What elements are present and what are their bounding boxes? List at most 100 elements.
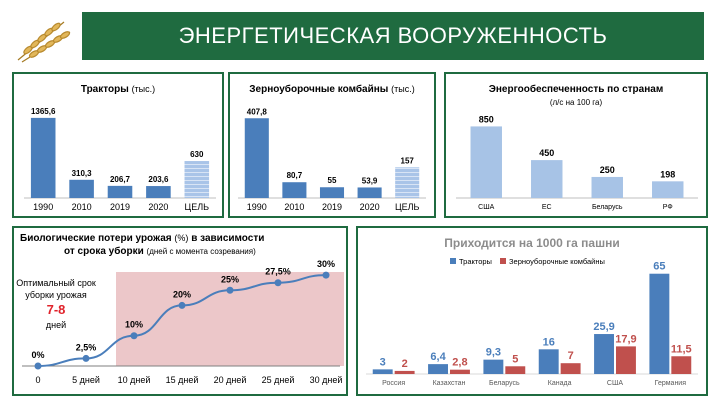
x-tick-label: Канада (548, 380, 572, 387)
x-tick-label: 0 (35, 375, 40, 385)
annotation-value: 7-8 (47, 302, 66, 317)
bar (616, 346, 636, 374)
x-tick-label: 2020 (360, 202, 380, 212)
bar-value-label: 6,4 (430, 351, 446, 363)
tractors-panel: Тракторы (тыс.) 1365,6 1990 310,3 2010 206,7… (12, 72, 224, 218)
x-tick-label: 25 дней (262, 375, 295, 385)
energy-panel: Энергообеспеченность по странам (л/с на … (444, 72, 708, 218)
x-tick-label: 2019 (110, 202, 130, 212)
x-tick-label: США (607, 380, 623, 387)
footer-text-fragment (0, 404, 720, 414)
bar-value-label: 2 (402, 358, 408, 370)
bar-value-label: 157 (401, 156, 415, 165)
combines-chart: 407,8 1990 80,7 2010 55 2019 53,9 2020 157 ЦЕЛЬ (238, 107, 426, 212)
data-point (226, 286, 234, 294)
tractors-title: Тракторы (тыс.) (80, 84, 156, 95)
point-label: 2,5% (76, 342, 97, 352)
bar (69, 179, 94, 198)
bar-value-label: 1365,6 (31, 107, 56, 116)
bar (372, 369, 393, 374)
bar (146, 186, 171, 198)
bar-value-label: 310,3 (72, 169, 93, 178)
bar (505, 366, 526, 374)
data-point (82, 354, 90, 362)
x-tick-label: 2010 (284, 202, 304, 212)
bar (538, 349, 559, 374)
x-tick-label: Беларусь (489, 380, 520, 387)
bar-value-label: 65 (653, 261, 665, 273)
bar-value-label: 203,6 (148, 175, 169, 184)
data-point (130, 332, 138, 340)
data-point (178, 301, 186, 309)
combines-panel: Зерноуборочные комбайны (тыс.) 407,8 1990… (228, 72, 436, 218)
point-label: 0% (31, 350, 44, 360)
bar-value-label: 2,8 (452, 357, 467, 369)
data-point (322, 271, 330, 279)
x-tick-label: 1990 (33, 202, 53, 212)
energy-chart: 850 США 450 ЕС 250 Беларусь 198 РФ (456, 114, 698, 211)
bar-value-label: 407,8 (247, 107, 268, 116)
x-tick-label: ЕС (542, 204, 552, 211)
point-label: 25% (221, 274, 239, 284)
bar (107, 185, 133, 198)
energy-subtitle: (л/с на 100 га) (549, 98, 603, 107)
page-title: ЭНЕРГЕТИЧЕСКАЯ ВООРУЖЕННОСТЬ (82, 12, 704, 60)
bar-value-label: 25,9 (593, 321, 614, 333)
annotation-line2: уборки урожая (25, 290, 87, 300)
data-point (274, 279, 282, 287)
data-point (34, 362, 42, 370)
bar (319, 187, 345, 198)
x-tick-label: ЦЕЛЬ (185, 202, 210, 212)
x-tick-label: Казахстан (433, 380, 466, 387)
bar (483, 359, 504, 374)
x-tick-label: 20 дней (214, 375, 247, 385)
bar (395, 167, 420, 198)
bar-value-label: 9,3 (486, 347, 501, 359)
bar-value-label: 55 (328, 176, 337, 185)
x-tick-label: Германия (655, 380, 687, 387)
bar-value-label: 11,5 (671, 343, 692, 355)
x-tick-label: 2020 (148, 202, 168, 212)
bar (649, 273, 670, 374)
x-tick-label: 2010 (72, 202, 92, 212)
bar-value-label: 16 (543, 336, 555, 348)
point-label: 27,5% (265, 267, 291, 277)
point-label: 10% (125, 320, 143, 330)
legend-swatch (450, 258, 456, 264)
x-tick-label: 2019 (322, 202, 342, 212)
legend-label: Тракторы (459, 257, 492, 266)
bar (184, 161, 210, 198)
bar-value-label: 850 (479, 114, 494, 124)
bar (531, 160, 563, 198)
x-tick-label: 30 дней (310, 375, 343, 385)
bar (594, 334, 614, 374)
energy-title: Энергообеспеченность по странам (488, 84, 664, 95)
bar-value-label: 198 (660, 169, 675, 179)
x-tick-label: Россия (382, 380, 405, 387)
bar-value-label: 250 (600, 165, 615, 175)
per1000-title: Приходится на 1000 га пашни (444, 236, 620, 250)
wheat-icon (8, 8, 78, 66)
losses-chart: 0% 0 2,5% 5 дней 10% 10 дней 20% 15 дней 25% 20 д… (16, 259, 344, 385)
x-tick-label: РФ (663, 204, 673, 211)
annotation-unit: дней (46, 320, 66, 330)
bar (560, 363, 581, 374)
legend-swatch (500, 258, 506, 264)
tractors-chart: 1365,6 1990 310,3 2010 206,7 2019 203,6 2020 630… (24, 107, 216, 212)
annotation-line1: Оптимальный срок (16, 278, 96, 288)
per1000-chart: Тракторы Зерноуборочные комбайны 3 2 Россия 6… (366, 257, 698, 387)
bar-value-label: 80,7 (287, 171, 303, 180)
bar (428, 364, 448, 374)
bar (357, 187, 382, 198)
bar-value-label: 5 (512, 353, 518, 365)
losses-panel: Биологические потери урожая (%) в зависи… (12, 226, 348, 396)
point-label: 30% (317, 259, 335, 269)
x-tick-label: ЦЕЛЬ (395, 202, 420, 212)
losses-title: Биологические потери урожая (%) в зависи… (20, 233, 265, 257)
x-tick-label: 10 дней (118, 375, 151, 385)
bar-value-label: 3 (380, 356, 386, 368)
bar (591, 176, 623, 198)
x-tick-label: США (478, 204, 494, 211)
point-label: 20% (173, 289, 191, 299)
bar (30, 117, 56, 198)
